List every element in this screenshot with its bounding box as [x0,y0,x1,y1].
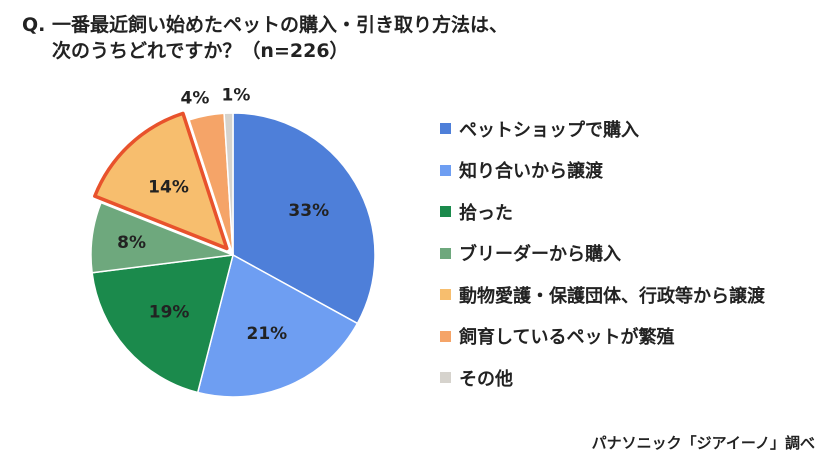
legend-swatch [440,330,451,342]
legend-swatch [440,164,451,176]
legend-label: 飼育しているペットが繁殖 [459,327,675,349]
legend-swatch [440,372,451,384]
pie-slice-1 [232,112,376,325]
legend-label: その他 [459,368,513,390]
legend-item-1: ペットショップで購入 [440,108,765,150]
chart-title: Q. 一番最近飼い始めたペットの購入・引き取り方法は、 次のうちどれですか？（n… [22,12,642,64]
legend-swatch [440,123,451,135]
legend-label: ブリーダーから購入 [459,244,621,266]
legend-item-5: 動物愛護・保護団体、行政等から譲渡 [440,274,765,316]
legend-label: 知り合いから譲渡 [459,161,603,183]
title-line-1: Q. 一番最近飼い始めたペットの購入・引き取り方法は、 [22,14,508,36]
legend-swatch [440,289,451,301]
slice-label-5: 14% [148,177,189,197]
legend-item-3: 拾った [440,191,765,233]
legend-label: 動物愛護・保護団体、行政等から譲渡 [459,285,765,307]
slice-label-1: 33% [288,201,329,221]
pie-labels: 33% 21% 19% 8% 14% 4% 1% [117,86,329,345]
source-note: パナソニック「ジアイーノ」調べ [591,434,815,452]
pie-slices [90,111,376,398]
slice-label-4: 8% [117,233,146,253]
slice-label-3: 19% [149,302,190,322]
title-line-2: 次のうちどれですか？（n=226） [52,40,349,62]
pie-slice-4 [90,201,234,274]
legend-item-2: 知り合いから譲渡 [440,150,765,192]
legend-label: ペットショップで購入 [459,119,639,141]
slice-label-2: 21% [246,324,287,344]
slice-label-6: 4% [180,88,209,108]
slice-label-7: 1% [222,86,251,106]
pie-slice-5 [93,111,229,251]
legend-item-6: 飼育しているペットが繁殖 [440,316,765,358]
legend-swatch [440,206,451,218]
legend-label: 拾った [459,202,513,224]
legend-swatch [440,247,451,259]
pie-slice-3 [91,254,234,394]
pie-slice-2 [196,254,359,398]
legend-item-4: ブリーダーから購入 [440,233,765,275]
chart-legend: ペットショップで購入 知り合いから譲渡 拾ったブリーダーから購入動物愛護・保護団体、… [440,108,765,399]
legend-item-7: その他 [440,357,765,399]
pie-slice-7 [223,112,234,256]
